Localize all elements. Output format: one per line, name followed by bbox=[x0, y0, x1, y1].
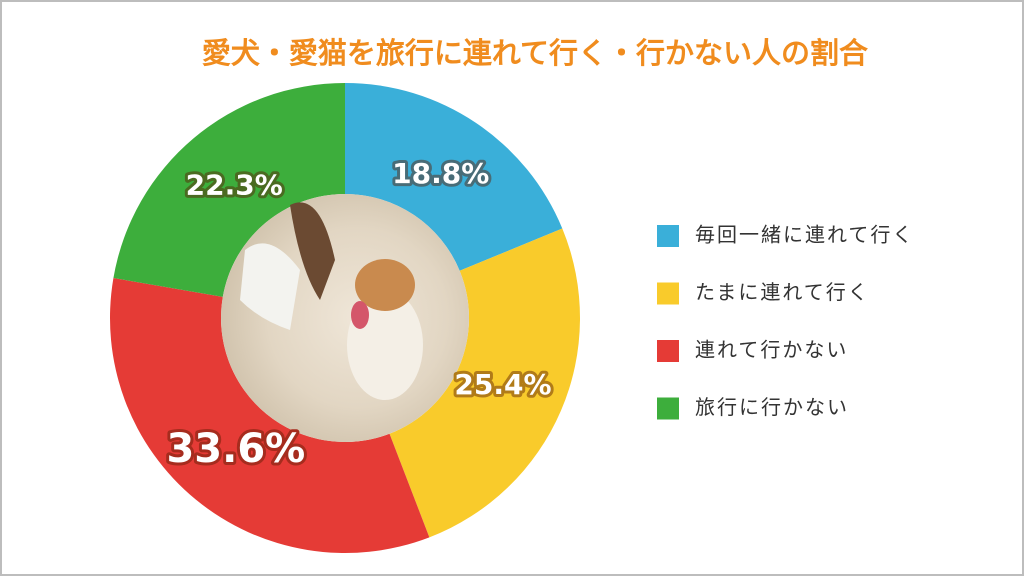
donut-segment bbox=[113, 83, 345, 297]
data-label: 33.6% bbox=[166, 426, 305, 472]
data-label: 25.4% bbox=[454, 368, 551, 401]
legend-swatch bbox=[657, 397, 679, 420]
legend-swatch bbox=[657, 340, 679, 362]
chart-title: 愛犬・愛猫を旅行に連れて行く・行かない人の割合 bbox=[202, 36, 868, 70]
donut-segment bbox=[389, 228, 580, 538]
donut-segment bbox=[345, 83, 563, 271]
legend-label: 連れて行かない bbox=[695, 338, 848, 362]
data-label: 22.3% bbox=[186, 168, 283, 201]
center-photo bbox=[221, 194, 469, 442]
legend-swatch bbox=[657, 282, 679, 305]
legend-label: 旅行に行かない bbox=[695, 395, 849, 419]
data-label: 18.8% bbox=[392, 157, 489, 190]
legend-label: たまに連れて行く bbox=[695, 280, 870, 304]
legend-swatch bbox=[657, 225, 679, 247]
legend-label: 毎回一緒に連れて行く bbox=[695, 223, 914, 247]
donut-segment bbox=[109, 277, 430, 554]
